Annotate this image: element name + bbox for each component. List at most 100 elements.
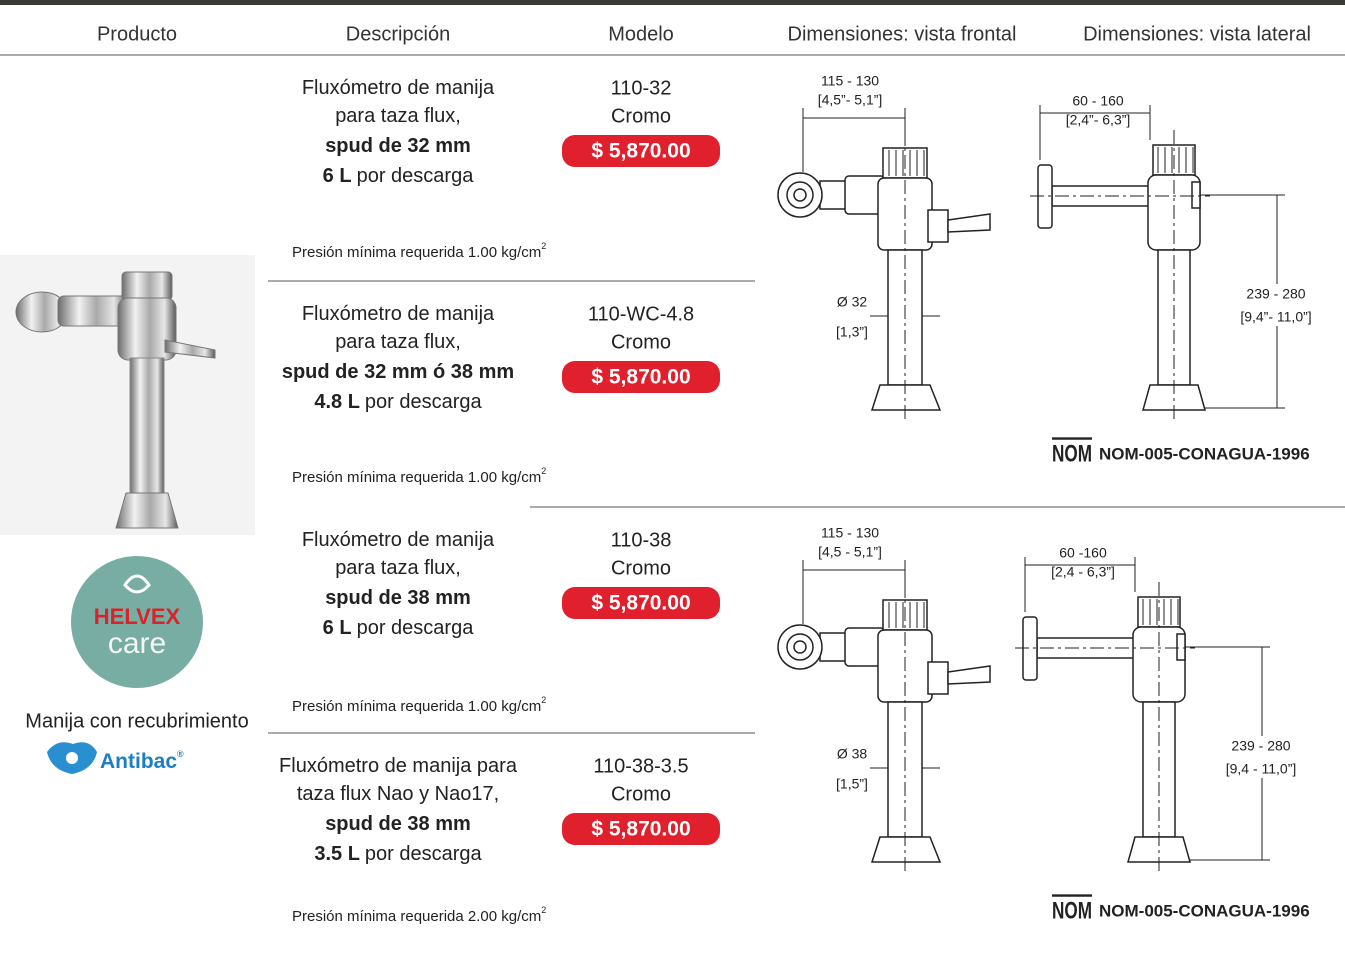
description-line: para taza flux, [335, 557, 461, 579]
description-line: spud de 32 mm [325, 135, 471, 157]
description-text: Fluxómetro de manija [302, 77, 495, 99]
dimension-label: [9,4 - 11,0”] [1226, 761, 1297, 777]
dimension-label: 60 -160 [1059, 545, 1107, 561]
drawing-part [1142, 384, 1206, 411]
front-view-drawing: 115 - 130 [4,5”- 5,1”] Ø 32 [1,3”] [777, 73, 991, 420]
drawing-part [927, 209, 949, 243]
drawing-part [793, 188, 807, 202]
pressure-text: Presión mínima requerida 1.00 kg/cm [292, 244, 541, 261]
dimension-label: 60 - 160 [1072, 93, 1124, 109]
description-line: Fluxómetro de manija [302, 529, 495, 551]
drawing-part [793, 640, 807, 654]
antibac-icon [47, 742, 97, 774]
price: $ 5,870.00 [591, 818, 690, 841]
description-line: spud de 38 mm [325, 587, 471, 609]
dimension-label: 239 - 280 [1246, 286, 1305, 302]
top-bar [0, 0, 1345, 5]
description-line: taza flux Nao y Nao17, [297, 783, 499, 805]
nom-standard: NOM-005-CONAGUA-1996 [1099, 444, 1310, 463]
pressure-exponent: 2 [541, 905, 546, 915]
description-text: para taza flux, [335, 105, 461, 127]
drawing-part [870, 384, 942, 411]
description-bold: spud de 38 mm [325, 587, 471, 609]
finish: Cromo [611, 331, 671, 353]
description-text: Fluxómetro de manija [302, 303, 495, 325]
column-header: Modelo [608, 23, 674, 45]
pressure: Presión mínima requerida 2.00 kg/cm2 [292, 905, 546, 925]
drawing-part [1127, 836, 1191, 863]
column-header: Dimensiones: vista frontal [788, 23, 1017, 45]
price-badge [562, 361, 720, 393]
drawing-part [1024, 557, 1136, 612]
drawing-part [870, 836, 942, 863]
price-badge [562, 135, 720, 167]
description-text: por descarga [357, 165, 475, 187]
description-bold: 6 L [323, 617, 352, 639]
pressure: Presión mínima requerida 1.00 kg/cm2 [292, 695, 546, 715]
care-badge [71, 556, 203, 688]
dimension-label: [9,4”- 11,0”] [1240, 309, 1311, 325]
pressure: Presión mínima requerida 1.00 kg/cm2 [292, 241, 546, 261]
dimension-label: Ø 38 [837, 746, 868, 762]
dimension-label: [4,5”- 5,1”] [818, 92, 883, 108]
pressure-text: Presión mínima requerida 1.00 kg/cm [292, 469, 541, 486]
nom-standard: NOM-005-CONAGUA-1996 [1099, 901, 1310, 920]
price: $ 5,870.00 [591, 366, 690, 389]
nom-logo: NOM [1052, 897, 1092, 924]
drawing-part [1176, 633, 1186, 661]
description-text: por descarga [365, 843, 483, 865]
description-line: Fluxómetro de manija [302, 77, 495, 99]
pressure: Presión mínima requerida 1.00 kg/cm2 [292, 466, 546, 486]
description-line: Fluxómetro de manija [302, 303, 495, 325]
label-bg [1228, 284, 1324, 326]
pressure-exponent: 2 [541, 695, 546, 705]
drawing-part [1039, 105, 1151, 160]
finish: Cromo [611, 783, 671, 805]
finish: Cromo [611, 105, 671, 127]
drawing-part [947, 665, 991, 685]
price-badge [562, 587, 720, 619]
dimension-label: [1,3”] [836, 324, 868, 340]
description-bold: 3.5 L [314, 843, 360, 865]
dimension-label: 115 - 130 [821, 73, 879, 89]
drawing-part [802, 560, 906, 624]
dimension-label: Ø 32 [837, 294, 868, 310]
dimension-label: 239 - 280 [1231, 738, 1290, 754]
dimension-label: [2,4”- 6,3”] [1066, 112, 1131, 128]
front-view-drawing: 115 - 130 [4,5 - 5,1”] Ø 38 [1,5”] [777, 525, 991, 872]
pressure-text: Presión mínima requerida 2.00 kg/cm [292, 908, 541, 925]
pressure-exponent: 2 [541, 466, 546, 476]
drawing-part [1191, 181, 1201, 209]
description-line: para taza flux, [335, 105, 461, 127]
price: $ 5,870.00 [591, 592, 690, 615]
description-text: para taza flux, [335, 557, 461, 579]
column-header: Descripción [346, 23, 450, 45]
description-line: Fluxómetro de manija para [279, 755, 518, 777]
description-line: spud de 38 mm [325, 813, 471, 835]
side-view-drawing: 60 - 160 [2,4”- 6,3”] 239 - 280 [9,4”- 11,0… [1030, 93, 1324, 420]
model: 110-38-3.5 [593, 755, 688, 777]
price-badge [562, 813, 720, 845]
description-text: taza flux Nao y Nao17, [297, 783, 499, 805]
pressure-exponent: 2 [541, 241, 546, 251]
dimension-label: 115 - 130 [821, 525, 879, 541]
pressure-text: Presión mínima requerida 1.00 kg/cm [292, 698, 541, 715]
model: 110-32 [611, 77, 672, 99]
description-text: para taza flux, [335, 331, 461, 353]
model: 110-38 [611, 529, 672, 551]
description-bold: spud de 32 mm [325, 135, 471, 157]
registered-mark: ® [177, 749, 184, 759]
antibac-logo: Antibac® [100, 749, 184, 772]
drawing-part [802, 108, 906, 172]
description-bold: 6 L [323, 165, 352, 187]
description-bold: spud de 38 mm [325, 813, 471, 835]
description-line: spud de 32 mm ó 38 mm [282, 361, 514, 383]
description-text: por descarga [365, 391, 483, 413]
description-text: Fluxómetro de manija para [279, 755, 518, 777]
column-header: Dimensiones: vista lateral [1083, 23, 1311, 45]
badge-word: care [108, 627, 166, 660]
